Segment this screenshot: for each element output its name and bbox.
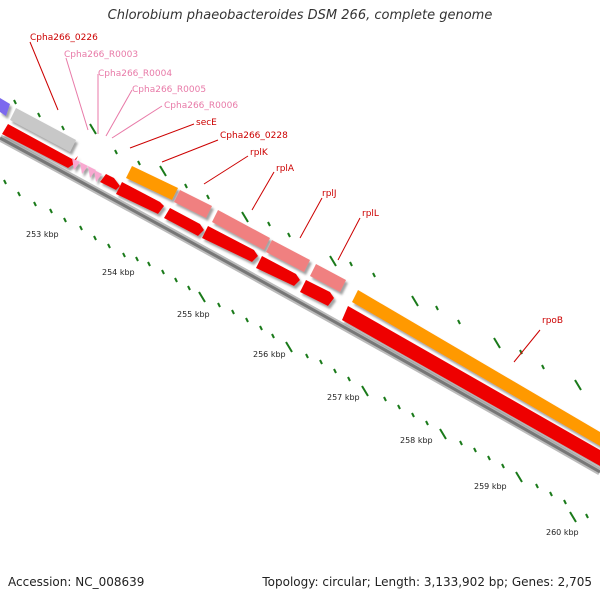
genome-summary-text: Topology: circular; Length: 3,133,902 bp… <box>262 575 592 589</box>
map-title: Chlorobium phaeobacteroides DSM 266, com… <box>107 8 493 23</box>
inner-tick-row <box>13 99 582 391</box>
cds-0226[interactable] <box>2 124 78 168</box>
blue-feature[interactable] <box>0 98 10 116</box>
cds-rplj[interactable] <box>256 256 300 286</box>
scale-label: 253 kbp <box>26 230 59 239</box>
gene-label[interactable]: Cpha266_R0005 <box>132 85 206 95</box>
scale-label: 257 kbp <box>327 393 360 402</box>
scale-ticks <box>3 99 589 523</box>
cds-0228[interactable] <box>116 182 164 214</box>
trna-r0004[interactable] <box>80 162 88 174</box>
scale-label: 256 kbp <box>253 350 286 359</box>
trna-r0006[interactable] <box>94 170 102 182</box>
gene-label[interactable]: rplA <box>276 164 295 174</box>
trna-r0005[interactable] <box>88 166 96 178</box>
trna-r0003[interactable] <box>72 158 80 170</box>
cds-rplk[interactable] <box>164 208 204 236</box>
grey-rrna-feature[interactable] <box>10 108 76 152</box>
gene-label[interactable]: rpoB <box>542 316 563 326</box>
gene-label[interactable]: Cpha266_R0004 <box>98 69 172 79</box>
cds-sece[interactable] <box>100 174 120 190</box>
gene-labels: Cpha266_0226 Cpha266_R0003 Cpha266_R0004… <box>30 33 563 326</box>
gene-label[interactable]: rplK <box>250 148 269 158</box>
orange-0228[interactable] <box>126 166 178 200</box>
scale-label: 258 kbp <box>400 436 433 445</box>
scale-labels: 253 kbp 254 kbp 255 kbp 256 kbp 257 kbp … <box>26 230 579 537</box>
cds-rpla[interactable] <box>202 226 258 262</box>
gene-label[interactable]: rplL <box>362 209 379 219</box>
outer-tick-row <box>3 179 589 523</box>
gene-label[interactable]: Cpha266_0226 <box>30 33 98 43</box>
cds-rpll[interactable] <box>300 280 334 306</box>
pink-rpll[interactable] <box>310 264 346 292</box>
gene-label[interactable]: rplJ <box>322 189 337 199</box>
gene-label[interactable]: Cpha266_R0003 <box>64 50 138 60</box>
gene-features <box>0 98 600 466</box>
accession-text: Accession: NC_008639 <box>8 575 145 589</box>
pink-rpla[interactable] <box>212 210 270 250</box>
scale-label: 254 kbp <box>102 268 135 277</box>
orange-rpob[interactable] <box>352 290 600 446</box>
pink-rplk[interactable] <box>174 190 212 218</box>
gene-label[interactable]: secE <box>196 118 217 128</box>
scale-label: 255 kbp <box>177 310 210 319</box>
scale-label: 260 kbp <box>546 528 579 537</box>
genome-backbone <box>0 134 600 476</box>
pink-rplj[interactable] <box>266 240 310 272</box>
gene-label[interactable]: Cpha266_0228 <box>220 131 288 141</box>
label-leaders <box>29 41 541 363</box>
cds-rpob[interactable] <box>342 306 600 466</box>
gene-label[interactable]: Cpha266_R0006 <box>164 101 238 111</box>
scale-label: 259 kbp <box>474 482 507 491</box>
